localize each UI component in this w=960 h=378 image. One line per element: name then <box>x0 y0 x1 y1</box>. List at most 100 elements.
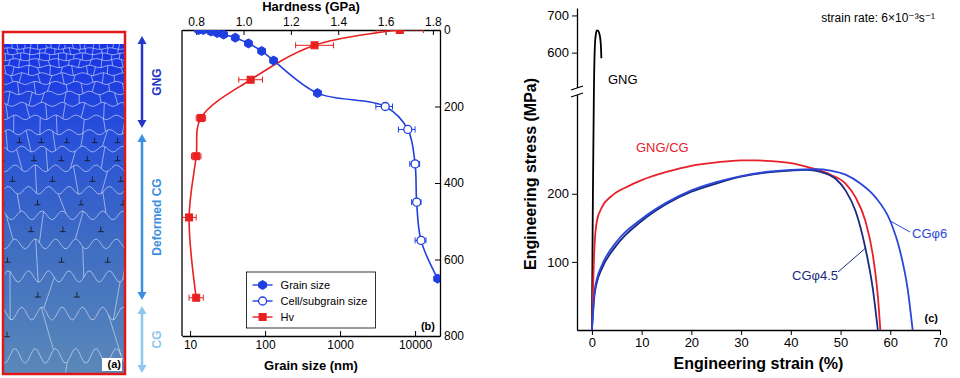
tick-label: 1.2 <box>283 15 300 29</box>
error-bar <box>296 42 334 48</box>
tick-label: 600 <box>547 45 569 60</box>
grain-boundaries <box>4 44 124 373</box>
tick-mark <box>572 262 577 263</box>
tick-mark <box>435 260 440 261</box>
axis-line <box>577 9 578 331</box>
tick: 0 <box>589 330 596 350</box>
tick-mark <box>572 53 577 54</box>
arrow-head <box>138 292 147 300</box>
leader-line <box>890 221 910 232</box>
data-point <box>434 274 440 283</box>
legend-marker <box>259 314 266 321</box>
panel-label: (a) <box>108 358 122 370</box>
series-line <box>189 30 400 298</box>
legend: Grain size Cell/subgrain size Hv <box>247 272 376 328</box>
plot-area <box>592 30 913 330</box>
axis: 010203040506070 <box>578 330 948 350</box>
series-line <box>199 30 438 279</box>
tick-label: 30 <box>734 335 748 350</box>
tick-mark <box>291 30 292 35</box>
tick: 60 <box>884 330 898 350</box>
tick-mark <box>435 107 440 108</box>
tick: 1000 <box>327 331 354 352</box>
tick-label: 400 <box>444 176 464 190</box>
panel-label: (b) <box>421 320 435 332</box>
legend-label: Hv <box>281 311 295 323</box>
axis: 0200400600800 <box>435 23 464 343</box>
arrow-head <box>138 365 147 373</box>
data-point <box>270 56 278 65</box>
data-point <box>199 30 207 35</box>
panel-c: 010203040506070100200600700Engineering s… <box>522 8 948 372</box>
data-point <box>197 114 204 121</box>
tick-label: 100 <box>547 255 569 270</box>
series-label: GNG <box>608 72 638 87</box>
data-point <box>245 39 253 48</box>
tick: 1.2 <box>283 15 300 35</box>
tick: 100 <box>256 331 276 352</box>
error-bar <box>376 104 393 110</box>
zone-arrow <box>138 134 147 300</box>
legend-marker <box>259 297 267 305</box>
legend-label: Grain size <box>281 279 331 291</box>
axis-line <box>440 31 441 337</box>
tick-label: 0 <box>589 335 596 350</box>
error-bar <box>189 295 203 301</box>
data-point <box>311 42 318 49</box>
error-bar <box>196 115 205 121</box>
error-bar <box>239 77 263 83</box>
tick-mark <box>340 331 341 336</box>
data-point <box>381 103 389 111</box>
axis-line <box>578 330 941 331</box>
data-point <box>231 33 239 42</box>
annotation: strain rate: 6×10⁻³s⁻¹ <box>821 11 935 25</box>
arrow-head <box>138 120 147 128</box>
series-line <box>592 170 878 330</box>
error-bar <box>415 237 426 243</box>
axis: 100 200 600 700 <box>547 8 577 330</box>
tick-label: 200 <box>547 186 569 201</box>
tick-mark <box>435 30 440 31</box>
chart-svg: GNGDeformed CGCG(a)101001000100000.81.01… <box>0 0 960 378</box>
tick-mark <box>435 183 440 184</box>
tick-mark <box>190 331 191 336</box>
error-bar <box>412 199 421 205</box>
tick: 1.4 <box>330 15 347 35</box>
tick-label: 1.6 <box>378 15 395 29</box>
tick-label: 70 <box>933 335 947 350</box>
tick-mark <box>572 15 577 16</box>
tick-mark <box>338 30 339 35</box>
zone-label: GNG <box>150 68 164 95</box>
panel-frame <box>3 32 125 374</box>
legend-label: Cell/subgrain size <box>281 295 368 307</box>
tick-label: 10 <box>184 338 198 352</box>
data-point <box>417 236 425 244</box>
data-point <box>413 198 421 206</box>
zone-label: Deformed CG <box>150 178 164 255</box>
data-point <box>186 214 193 221</box>
data-point <box>314 89 322 98</box>
frame <box>181 30 182 336</box>
tick-mark <box>572 194 577 195</box>
tick-mark <box>415 331 416 336</box>
tick-label: 1.8 <box>425 15 442 29</box>
axis-title: Hardness (GPa) <box>262 0 360 14</box>
tick: 70 <box>933 330 947 350</box>
legend-marker <box>259 281 267 290</box>
dislocations <box>4 138 124 337</box>
series-label: CGφ6 <box>912 226 947 241</box>
tick-label: 50 <box>834 335 848 350</box>
tick: 600 <box>435 253 464 267</box>
tick: 200 <box>435 100 464 114</box>
tick: 0 <box>435 23 451 37</box>
grain-cells <box>4 44 124 373</box>
tick-label: 60 <box>884 335 898 350</box>
tick-label: 0 <box>444 23 451 37</box>
panel-a: GNG Deformed CG CG (a) <box>0 32 201 378</box>
data-point <box>220 30 228 39</box>
tick-mark <box>244 30 245 35</box>
data-point <box>404 125 412 133</box>
tick-label: 600 <box>444 253 464 267</box>
tick: 700 <box>547 8 577 23</box>
zone-label: CG <box>150 331 164 349</box>
